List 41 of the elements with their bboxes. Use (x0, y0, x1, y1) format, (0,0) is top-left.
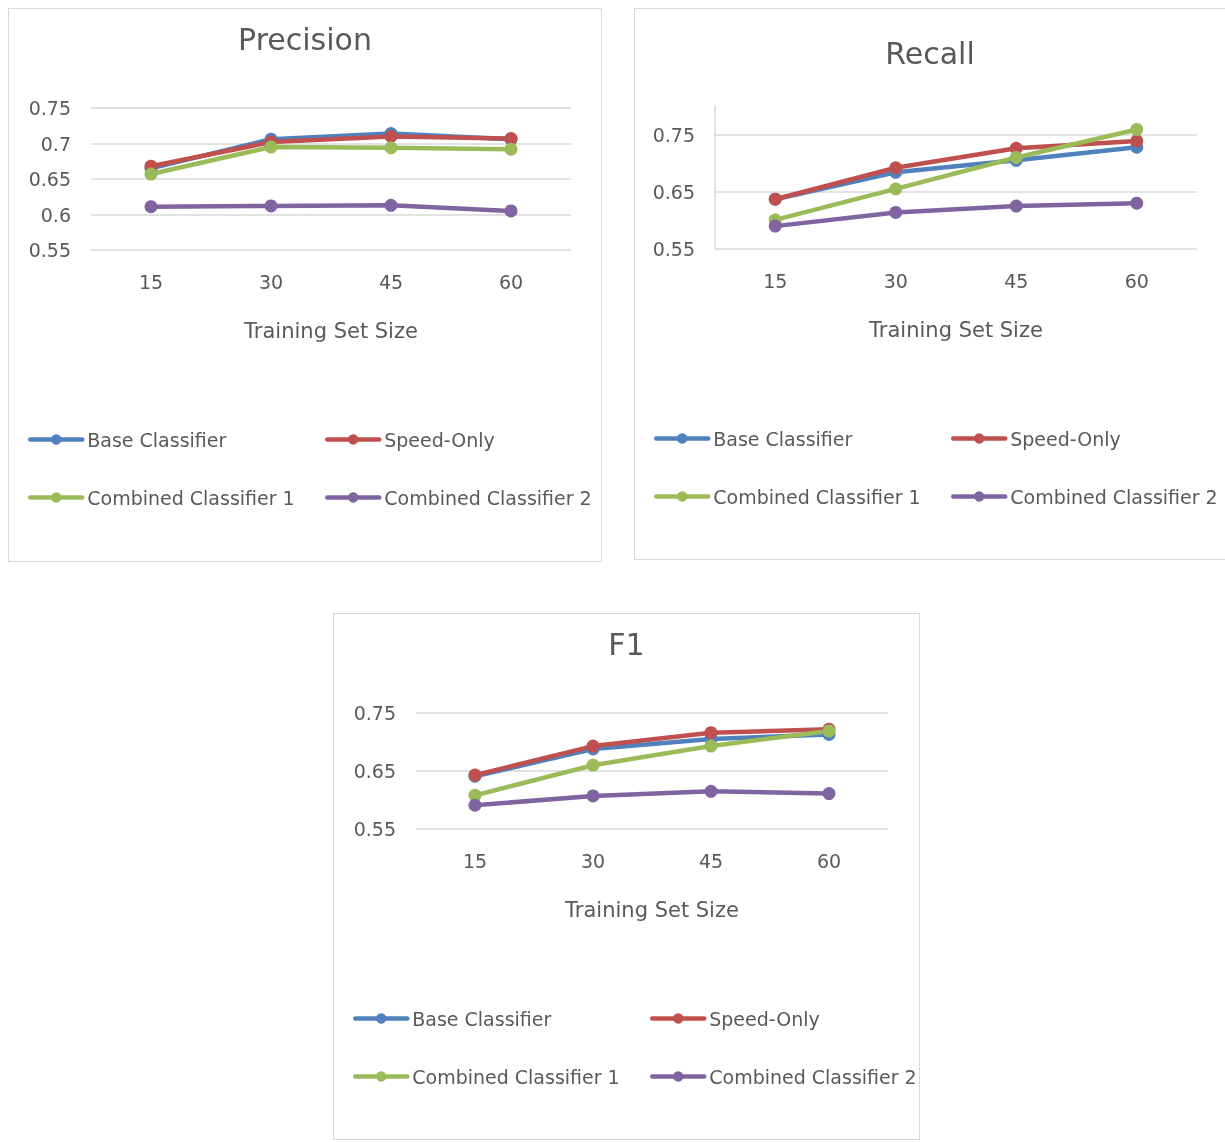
x-tick-label: 60 (498, 270, 524, 293)
y-tick-label: 0.75 (353, 702, 396, 724)
x-axis-title: Training Set Size (243, 318, 418, 343)
legend-label: Combined Classifier 1 (713, 485, 921, 508)
x-tick-label: 45 (1004, 269, 1029, 292)
legend-label: Base Classifier (713, 427, 853, 450)
legend-label: Combined Classifier 1 (412, 1065, 620, 1088)
y-tick-label: 0.65 (353, 760, 396, 782)
x-tick-label: 15 (462, 849, 488, 872)
chart-title: F1 (608, 626, 645, 662)
y-tick-label: 0.75 (652, 123, 695, 146)
legend-label: Combined Classifier 2 (384, 486, 592, 509)
legend-label: Combined Classifier 2 (709, 1065, 917, 1088)
legend-label: Speed-Only (1010, 427, 1121, 450)
x-axis-title: Training Set Size (868, 317, 1043, 342)
legend-label: Speed-Only (384, 428, 495, 451)
chart-title: Precision (238, 21, 372, 57)
legend-label: Base Classifier (412, 1007, 552, 1030)
legend-label: Base Classifier (87, 428, 227, 451)
y-tick-label: 0.6 (40, 203, 71, 226)
y-tick-label: 0.75 (28, 97, 71, 119)
x-tick-label: 60 (1124, 269, 1149, 292)
x-tick-label: 60 (816, 849, 842, 872)
y-tick-label: 0.7 (40, 132, 71, 155)
x-tick-label: 30 (883, 269, 908, 292)
x-tick-label: 45 (378, 270, 404, 293)
y-tick-label: 0.55 (28, 239, 71, 261)
x-tick-label: 30 (580, 849, 606, 872)
y-tick-label: 0.55 (353, 818, 396, 840)
legend-label: Combined Classifier 2 (1010, 485, 1218, 508)
x-axis-title: Training Set Size (564, 897, 739, 922)
chart-title: Recall (885, 35, 975, 71)
x-tick-label: 15 (763, 269, 788, 292)
legend-label: Speed-Only (709, 1007, 820, 1030)
legend-label: Combined Classifier 1 (87, 486, 295, 509)
x-tick-label: 15 (138, 270, 164, 293)
y-tick-label: 0.65 (28, 168, 71, 190)
x-tick-label: 45 (698, 849, 724, 872)
y-tick-label: 0.55 (652, 238, 695, 260)
x-tick-label: 30 (258, 270, 284, 293)
y-tick-label: 0.65 (652, 180, 695, 203)
